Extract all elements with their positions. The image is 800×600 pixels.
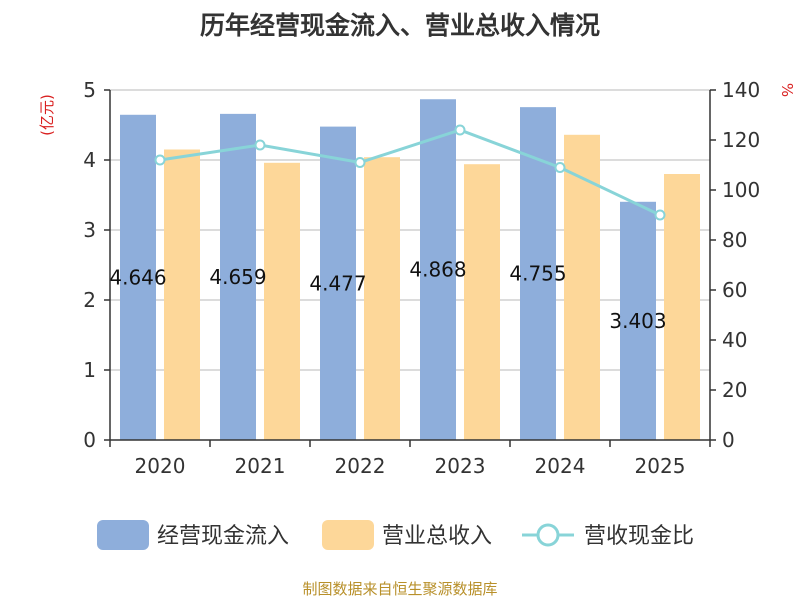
ratio-point	[454, 124, 466, 136]
x-axis-tick-label: 2021	[235, 454, 286, 478]
axes: 0 1 2 3 4 5 0 20 40 60 80 100 120 140 2020 2021 2022 2023…	[83, 78, 760, 478]
bar-cash-inflow	[420, 99, 456, 441]
legend-label-cash-inflow: 经营现金流入	[157, 524, 289, 549]
right-axis-tick-label: 0	[722, 428, 735, 452]
legend-label-ratio: 营收现金比	[584, 524, 694, 549]
bar-cash-inflow	[220, 113, 256, 441]
legend: 经营现金流入 营业总收入 营收现金比	[97, 520, 694, 550]
bar-revenue	[264, 162, 300, 441]
x-axis-tick-label: 2022	[335, 454, 386, 478]
left-axis-tick-label: 4	[83, 148, 96, 172]
legend-swatch-cash-inflow	[97, 520, 149, 550]
data-label-cash-inflow: 4.477	[309, 271, 366, 295]
ratio-point	[254, 139, 266, 151]
legend-item-cash-inflow[interactable]: 经营现金流入	[97, 520, 289, 550]
right-axis-tick-label: 100	[722, 178, 760, 202]
left-axis-unit: (亿元)	[38, 94, 56, 136]
right-axis-tick-label: 120	[722, 128, 760, 152]
ratio-point	[154, 154, 166, 166]
bar-revenue	[664, 174, 700, 440]
left-axis-tick-label: 2	[83, 288, 96, 312]
right-axis-tick-label: 140	[722, 78, 760, 102]
bar-revenue	[164, 149, 200, 440]
right-axis-tick-label: 60	[722, 278, 747, 302]
data-source-note: 制图数据来自恒生聚源数据库	[302, 580, 497, 598]
x-axis-tick-label: 2025	[635, 454, 686, 478]
legend-item-ratio[interactable]: 营收现金比	[522, 523, 694, 549]
ratio-series-line	[159, 128, 661, 217]
bar-revenue	[564, 134, 600, 441]
bar-cash-inflow	[120, 114, 156, 440]
bar-layer	[120, 99, 700, 441]
bar-cash-inflow	[620, 201, 656, 440]
bar-revenue	[464, 164, 500, 440]
chart-title: 历年经营现金流入、营业总收入情况	[200, 11, 600, 40]
ratio-point	[554, 162, 566, 173]
x-axis-tick-label: 2020	[135, 454, 186, 478]
left-axis-tick-label: 5	[83, 78, 96, 102]
right-axis-tick-label: 20	[722, 378, 747, 402]
data-label-cash-inflow: 4.646	[109, 265, 166, 289]
left-axis-tick-label: 1	[83, 358, 96, 382]
left-axis-tick-label: 3	[83, 218, 96, 242]
right-axis-unit: %	[778, 83, 796, 97]
x-axis-tick-label: 2023	[435, 454, 486, 478]
bar-revenue	[364, 157, 400, 440]
bar-cash-inflow	[320, 126, 356, 441]
legend-marker-ratio	[536, 523, 560, 547]
legend-item-revenue[interactable]: 营业总收入	[322, 520, 492, 550]
right-axis-tick-label: 40	[722, 328, 747, 352]
ratio-point	[654, 209, 666, 221]
ratio-line-layer	[154, 124, 666, 221]
data-label-layer: 4.646 4.659 4.477 4.868 4.755 3.403	[109, 258, 666, 333]
data-label-cash-inflow: 3.403	[609, 309, 666, 333]
data-label-cash-inflow: 4.659	[209, 265, 266, 289]
data-label-cash-inflow: 4.868	[409, 258, 466, 282]
right-axis-tick-label: 80	[722, 228, 747, 252]
gridlines	[110, 89, 710, 371]
x-axis-tick-label: 2024	[535, 454, 586, 478]
left-axis-tick-label: 0	[83, 428, 96, 452]
legend-swatch-revenue	[322, 520, 374, 550]
ratio-point	[354, 157, 366, 168]
data-label-cash-inflow: 4.755	[509, 262, 566, 286]
legend-label-revenue: 营业总收入	[382, 524, 492, 549]
